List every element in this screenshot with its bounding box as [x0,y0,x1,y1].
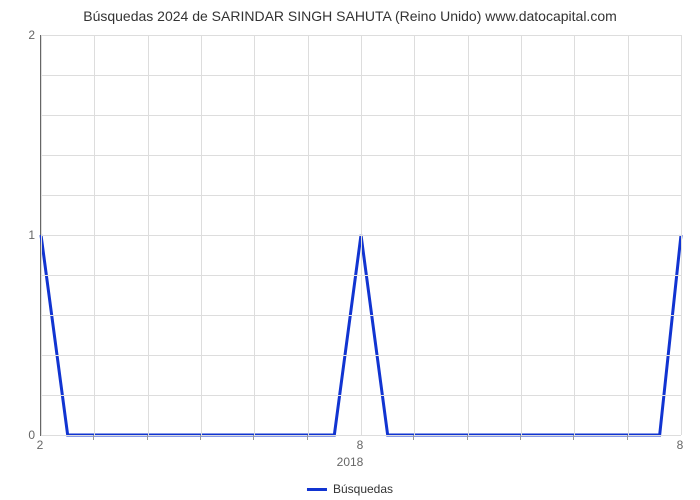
plot-area [40,35,681,436]
x-tick-label: 8 [677,438,684,452]
grid-line-horizontal-minor [41,195,681,196]
x-minor-tick [147,435,148,440]
x-tick-label: 8 [357,438,364,452]
x-minor-tick [307,435,308,440]
legend-swatch [307,488,327,491]
grid-line-vertical [681,35,682,435]
grid-line-horizontal-minor [41,75,681,76]
x-minor-tick [200,435,201,440]
x-minor-tick [93,435,94,440]
legend: Búsquedas [307,482,393,496]
grid-line-horizontal-minor [41,355,681,356]
grid-line-horizontal [41,435,681,436]
y-tick-label: 0 [28,428,35,442]
x-minor-tick [627,435,628,440]
x-tick-label: 2 [37,438,44,452]
grid-line-horizontal-minor [41,155,681,156]
grid-line-horizontal [41,235,681,236]
x-minor-tick [520,435,521,440]
x-minor-tick [467,435,468,440]
y-tick-label: 1 [28,228,35,242]
chart-title: Búsquedas 2024 de SARINDAR SINGH SAHUTA … [0,0,700,28]
x-minor-tick [253,435,254,440]
grid-line-horizontal-minor [41,115,681,116]
legend-label: Búsquedas [333,482,393,496]
y-tick-label: 2 [28,28,35,42]
chart-container: Búsquedas 2024 de SARINDAR SINGH SAHUTA … [0,0,700,500]
grid-line-horizontal-minor [41,315,681,316]
grid-line-horizontal-minor [41,275,681,276]
grid-line-horizontal [41,35,681,36]
x-axis-label: 2018 [337,455,364,469]
grid-line-horizontal-minor [41,395,681,396]
x-minor-tick [413,435,414,440]
x-minor-tick [573,435,574,440]
